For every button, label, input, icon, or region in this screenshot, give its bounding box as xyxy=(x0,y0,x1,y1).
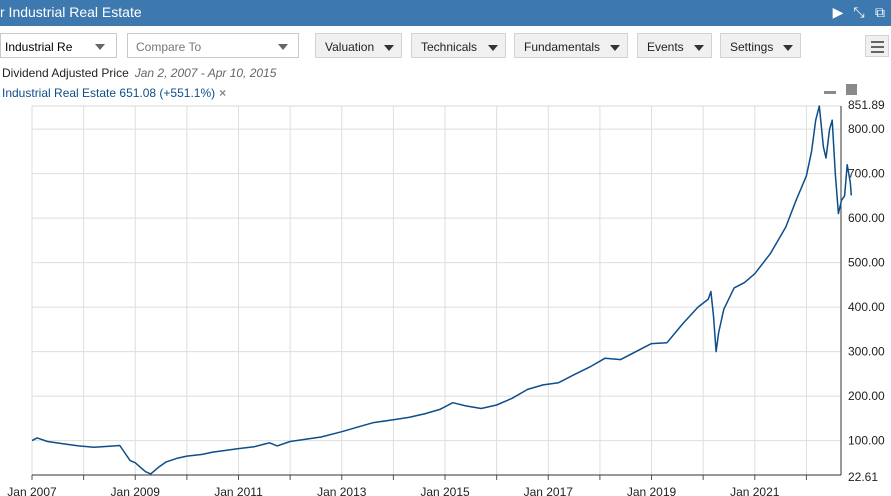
chevron-down-icon xyxy=(278,44,288,50)
minimize-icon[interactable] xyxy=(824,91,836,94)
y-tick-label: 200.00 xyxy=(848,389,885,403)
symbol-value: Industrial Re xyxy=(5,40,73,54)
compare-placeholder: Compare To xyxy=(136,40,202,54)
date-range: Jan 2, 2007 - Apr 10, 2015 xyxy=(134,66,277,80)
events-label: Events xyxy=(647,40,684,54)
y-tick-label: 100.00 xyxy=(848,434,885,448)
y-tick-label: 800.00 xyxy=(848,122,885,136)
x-tick-label: Jan 2019 xyxy=(627,485,677,496)
popout-icon[interactable]: ⧉ xyxy=(875,4,885,20)
y-max-label: 851.89 xyxy=(848,98,885,112)
technicals-menu-button[interactable]: Technicals xyxy=(411,33,506,58)
collapse-icon[interactable]: ⤡ xyxy=(853,4,865,20)
hamburger-menu-icon[interactable] xyxy=(865,35,889,57)
valuation-menu-button[interactable]: Valuation xyxy=(315,33,402,58)
valuation-label: Valuation xyxy=(325,40,375,54)
x-tick-label: Jan 2011 xyxy=(214,485,263,496)
remove-series-icon[interactable]: × xyxy=(219,86,227,100)
x-tick-label: Jan 2015 xyxy=(420,485,470,496)
y-tick-label: 300.00 xyxy=(848,345,885,359)
events-menu-button[interactable]: Events xyxy=(637,33,712,58)
fundamentals-label: Fundamentals xyxy=(524,40,601,54)
x-tick-label: Jan 2017 xyxy=(524,485,574,496)
y-min-label: 22.61 xyxy=(848,470,878,484)
chevron-down-icon xyxy=(610,45,620,51)
fundamentals-menu-button[interactable]: Fundamentals xyxy=(514,33,628,58)
price-series-line xyxy=(31,105,853,475)
maximize-icon[interactable] xyxy=(846,84,857,95)
chevron-down-icon xyxy=(384,45,394,51)
title-bar: r Industrial Real Estate ▶ ⤡ ⧉ xyxy=(0,0,891,26)
settings-menu-button[interactable]: Settings xyxy=(720,33,801,58)
symbol-select[interactable]: Industrial Re xyxy=(0,33,117,58)
y-tick-label: 400.00 xyxy=(848,300,885,314)
y-tick-label: 600.00 xyxy=(848,211,885,225)
compare-input[interactable]: Compare To xyxy=(127,33,299,58)
y-tick-label: 500.00 xyxy=(848,256,885,270)
window-title: r Industrial Real Estate xyxy=(0,4,142,20)
settings-label: Settings xyxy=(730,40,774,54)
chevron-down-icon xyxy=(783,45,793,51)
chart-subtitle: Dividend Adjusted Price Jan 2, 2007 - Apr… xyxy=(2,66,276,80)
chevron-down-icon xyxy=(488,45,498,51)
y-tick-label: 700.00 xyxy=(848,167,885,181)
metric-label: Dividend Adjusted Price xyxy=(2,66,129,80)
play-icon[interactable]: ▶ xyxy=(832,4,844,20)
technicals-label: Technicals xyxy=(421,40,478,54)
x-tick-label: Jan 2009 xyxy=(111,485,161,496)
chevron-down-icon xyxy=(694,45,704,51)
series-legend: Industrial Real Estate 651.08 (+551.1%) × xyxy=(2,86,226,100)
series-label-text: Industrial Real Estate 651.08 (+551.1%) xyxy=(2,86,216,100)
chevron-down-icon xyxy=(95,44,105,50)
x-tick-label: Jan 2007 xyxy=(7,485,57,496)
x-tick-label: Jan 2021 xyxy=(730,485,780,496)
plot-frame xyxy=(31,105,842,476)
x-tick-label: Jan 2013 xyxy=(317,485,367,496)
